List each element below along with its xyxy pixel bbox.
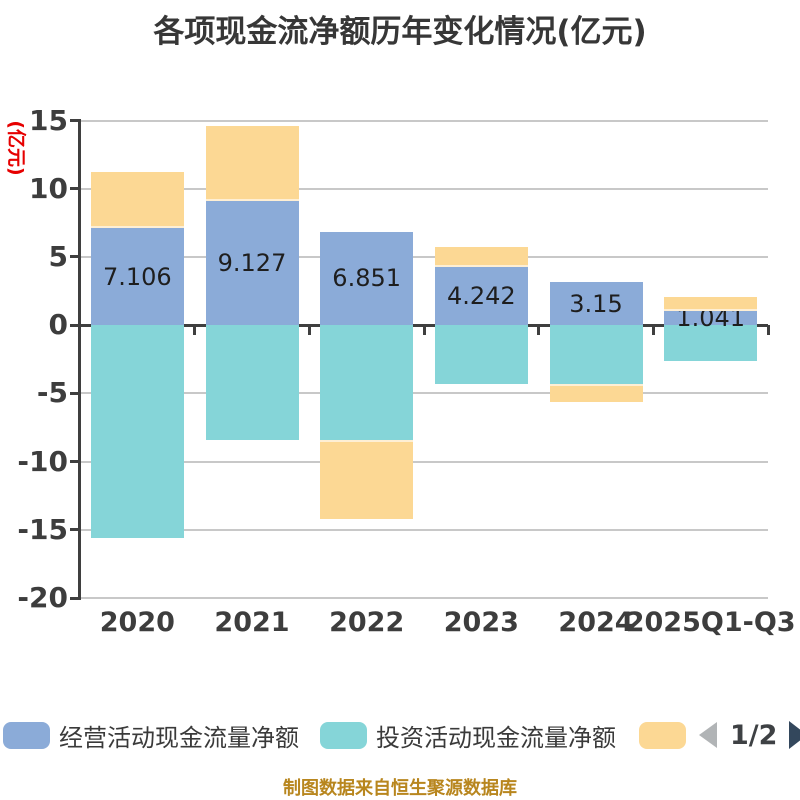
y-axis-tick-label: 15 (29, 103, 68, 137)
y-axis-tick (70, 119, 80, 122)
x-axis-category-label: 2025Q1-Q3 (625, 607, 796, 638)
legend: 经营活动现金流量净额 投资活动现金流量净额 1/2 (0, 719, 800, 752)
y-axis-tick (70, 460, 80, 464)
y-axis-tick (70, 391, 80, 395)
y-axis-tick-label: -10 (17, 444, 68, 478)
gridline (80, 460, 768, 463)
y-axis-tick (70, 596, 80, 600)
legend-label-operating: 经营活动现金流量净额 (59, 723, 299, 752)
bar-segment-2020[interactable] (90, 171, 184, 229)
y-axis-tick (70, 187, 80, 191)
y-axis-tick-label: -20 (17, 581, 68, 614)
gridline (80, 392, 768, 395)
bar-segment-2025Q1-Q3[interactable] (664, 296, 758, 311)
bar-segment-2025Q1-Q3[interactable] (664, 310, 758, 326)
x-axis-tick (766, 325, 770, 336)
bar-segment-2024[interactable] (549, 383, 643, 402)
y-axis-tick-label: 0 (48, 308, 68, 342)
gridline (80, 255, 768, 258)
y-axis-tick-label: 5 (48, 239, 68, 273)
legend-swatch-third-series (639, 721, 686, 749)
bar-segment-2021[interactable] (205, 125, 299, 201)
bar-segment-2022[interactable] (320, 439, 414, 519)
gridline (80, 597, 768, 599)
legend-swatch-investing (320, 721, 367, 749)
bar-value-label: 3.15 (569, 289, 623, 318)
gridline (80, 187, 768, 190)
bar-value-label: 6.851 (332, 264, 402, 293)
chart-title: 各项现金流净额历年变化情况(亿元) (153, 14, 647, 50)
y-axis-tick (70, 255, 80, 259)
gridline (80, 528, 768, 531)
bar-value-label: 7.106 (102, 262, 172, 291)
bar-segment-2024[interactable] (549, 325, 643, 384)
legend-swatch-operating (3, 721, 50, 749)
pager-page-indicator: 1/2 (730, 719, 778, 751)
x-axis-category-label: 2023 (443, 607, 519, 638)
x-axis-category-label: 2021 (214, 607, 290, 638)
x-axis-category-label: 2020 (99, 607, 175, 638)
y-axis-tick-label: -5 (36, 376, 68, 410)
bar-segment-2020[interactable] (90, 228, 184, 326)
bar-segment-2023[interactable] (434, 325, 528, 384)
bar-value-label: 9.127 (217, 248, 287, 277)
bar-segment-2022[interactable] (320, 325, 414, 440)
bar-value-label: 4.242 (446, 282, 516, 311)
y-axis-tick-label: -15 (17, 512, 68, 546)
x-axis-tick (307, 325, 311, 336)
y-axis-tick (70, 528, 80, 532)
bar-segment-2024[interactable] (549, 282, 643, 326)
bar-segment-2020[interactable] (90, 325, 184, 538)
x-axis-category-label: 2022 (329, 607, 405, 638)
x-axis-tick (651, 325, 655, 336)
y-axis-tick (70, 323, 80, 327)
pager-next-icon[interactable] (789, 721, 800, 749)
y-axis-tick-label: 10 (29, 171, 68, 205)
legend-item-third-series[interactable] (639, 719, 695, 751)
gridline (80, 119, 768, 122)
data-source-caption: 制图数据来自恒生聚源数据库 (283, 778, 517, 799)
x-axis-category-label: 2024 (558, 607, 634, 638)
bar-segment-2021[interactable] (205, 325, 299, 441)
y-axis-line (78, 118, 81, 600)
bar-segment-2023[interactable] (434, 246, 528, 268)
legend-pager: 1/2 (699, 719, 800, 751)
x-axis-tick (537, 325, 541, 336)
legend-item-operating-cash-flow[interactable]: 经营活动现金流量净额 (3, 719, 299, 752)
bar-segment-2023[interactable] (434, 267, 528, 326)
x-axis-tick (193, 325, 197, 336)
bar-segment-2025Q1-Q3[interactable] (664, 325, 758, 362)
bar-segment-2021[interactable] (205, 200, 299, 326)
bar-segment-2022[interactable] (320, 231, 414, 326)
x-axis-tick (422, 325, 426, 336)
legend-label-investing: 投资活动现金流量净额 (376, 723, 616, 752)
legend-item-investing-cash-flow[interactable]: 投资活动现金流量净额 (320, 719, 616, 752)
pager-prev-icon[interactable] (699, 722, 717, 748)
